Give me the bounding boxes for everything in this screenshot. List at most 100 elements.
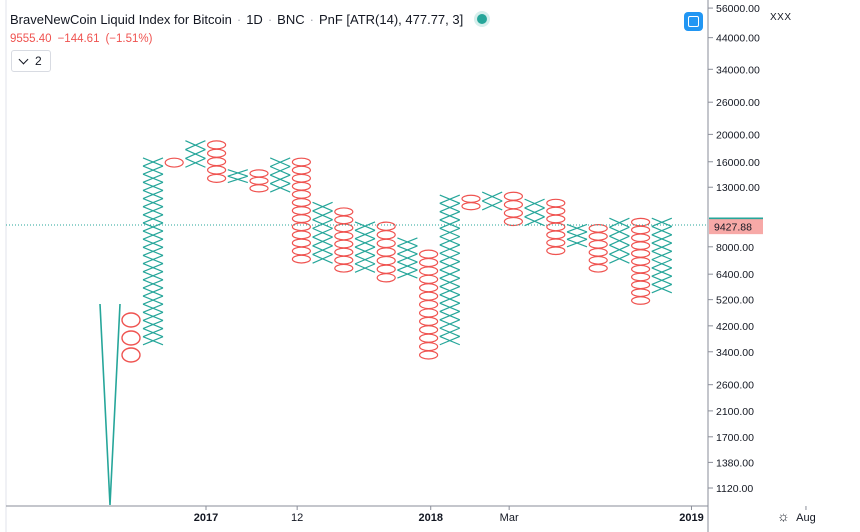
price-tick-label: 16000.00 [716,157,760,169]
x-box-stroke [142,319,164,330]
gear-icon[interactable]: ☼ [777,508,790,524]
o-box [249,184,269,193]
o-box [419,350,439,360]
x-box-stroke [566,231,588,240]
x-box-stroke [651,242,673,252]
x-box-stroke [269,182,291,193]
time-tick-label: 2018 [418,512,442,524]
x-box-stroke [142,222,164,232]
price-tick-label: 6400.00 [716,269,754,281]
x-box-stroke [142,157,164,167]
o-box [376,273,396,283]
indicators-collapse-button[interactable]: 2 [11,50,51,72]
x-box-stroke [312,210,333,221]
x-box-stroke [185,148,206,159]
x-box-stroke [609,217,630,228]
x-box-stroke [566,223,588,233]
x-box-stroke [439,310,461,321]
x-box-stroke [142,254,164,265]
x-box-stroke [609,235,630,246]
x-box-stroke [142,189,164,200]
price-tick-label: 20000.00 [716,129,760,141]
x-box-stroke [439,319,461,329]
x-box-stroke [142,246,164,256]
fit-button[interactable] [684,12,703,31]
x-box-stroke [481,200,503,211]
x-box-stroke [439,285,461,296]
x-box-stroke [609,244,630,255]
x-box-stroke [439,244,461,254]
price-tick-label: 5200.00 [716,295,754,307]
last-price: 9555.40 [10,33,52,45]
secondary-price-badge [709,219,763,235]
price-tick-label: 8000.00 [716,242,754,254]
x-box-stroke [312,227,333,238]
x-box-stroke [651,234,673,244]
x-box-stroke [439,211,461,221]
x-box-stroke [142,238,164,248]
price-tick-label: 3400.00 [716,347,754,359]
x-box-stroke [312,236,333,247]
x-box-stroke [397,269,418,279]
x-box-stroke [524,198,545,209]
o-box [121,347,141,363]
x-box-stroke [651,259,673,269]
x-box-stroke [142,230,164,240]
x-box-stroke [524,207,545,218]
x-box-stroke [142,206,164,216]
x-box-stroke [609,226,630,237]
chart-legend[interactable]: BraveNewCoin Liquid Index for Bitcoin · … [10,11,491,27]
chart-style-label[interactable]: PnF [ATR(14), 477.77, 3] [318,11,464,27]
x-box-stroke [439,227,461,238]
price-tick-label: 26000.00 [716,97,760,109]
x-box-stroke [397,261,418,271]
x-box-stroke [651,217,673,228]
x-box-stroke [185,140,206,151]
legend-separator: · [236,11,242,27]
x-box-stroke [354,238,376,248]
o-box [334,263,354,273]
price-tick-label: 2100.00 [716,406,754,418]
top-right-label[interactable]: XXX [770,12,792,23]
x-box-stroke [142,279,164,289]
price-change: −144.61 [57,33,100,45]
x-box-stroke [142,336,164,346]
x-box-stroke [142,327,164,338]
price-tick-label: 4200.00 [716,321,754,333]
price-tick-label: 2600.00 [716,380,754,392]
x-box-stroke [439,219,461,229]
interval-label[interactable]: 1D [246,11,263,27]
x-box-stroke [651,275,673,286]
legend-separator: · [309,11,314,27]
symbol-name[interactable]: BraveNewCoin Liquid Index for Bitcoin [10,11,232,27]
x-box-stroke [651,267,673,277]
price-change-pct: (−1.51%) [105,33,153,45]
price-tick-label: 34000.00 [716,64,760,76]
x-box-stroke [269,165,291,176]
x-box-stroke [397,245,418,255]
x-box-stroke [651,283,673,294]
x-box-stroke [312,245,333,256]
time-tick-label: 2019 [679,512,703,524]
x-box-stroke [397,253,418,263]
time-tick-label: 12 [291,512,303,524]
x-box-stroke [354,229,376,240]
chevron-down-icon [18,54,29,64]
o-box [207,173,227,184]
x-box-stroke [439,327,461,337]
x-box-stroke [269,174,291,185]
time-tick-label: 2017 [194,512,218,524]
price-tick-label: 1380.00 [716,457,754,469]
x-box-stroke [354,254,376,265]
o-box [461,202,481,211]
o-box [503,216,524,227]
x-box-stroke [312,253,333,264]
x-box-stroke [439,294,461,304]
price-tick-label: 1120.00 [716,483,753,495]
x-box-stroke [397,237,418,247]
x-box-stroke [439,202,461,213]
time-tick-label: Mar [500,512,519,524]
early-wick-line [99,303,121,506]
